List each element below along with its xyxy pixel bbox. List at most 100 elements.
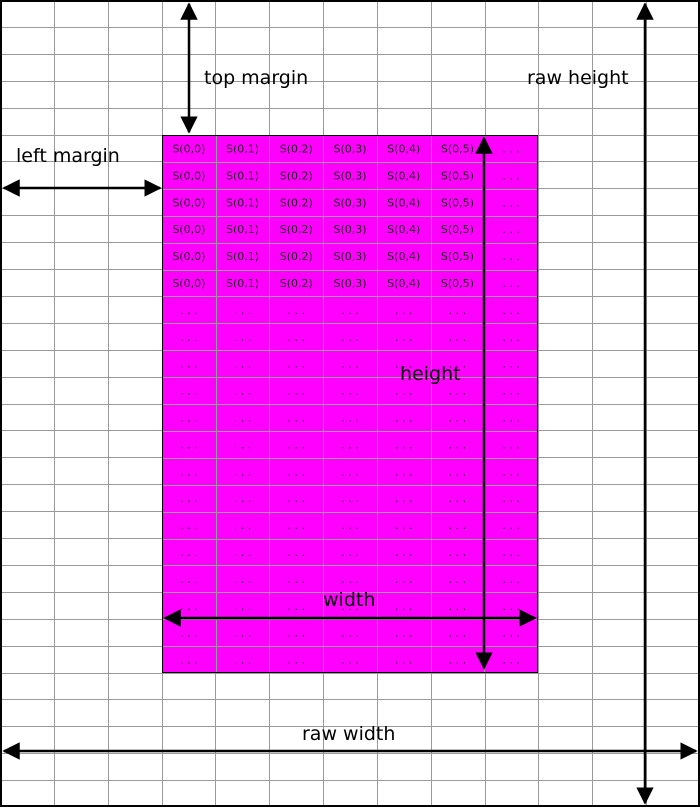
sensor-cell-label: . . . <box>395 573 412 586</box>
sensor-cell-label: . . . <box>502 331 519 344</box>
sensor-cell-label: S(0,1) <box>226 223 259 236</box>
sensor-cell-label: . . . <box>502 250 519 263</box>
sensor-cell-label: . . . <box>180 385 197 398</box>
sensor-cell-label: . . . <box>180 304 197 317</box>
sensor-cell-label: . . . <box>288 465 305 478</box>
sensor-cell-label: . . . <box>234 385 251 398</box>
sensor-cell-label: . . . <box>180 573 197 586</box>
sensor-cell-label: . . . <box>395 654 412 667</box>
sensor-cell-label: . . . <box>234 627 251 640</box>
sensor-cell-label: . . . <box>502 223 519 236</box>
sensor-cell-label: . . . <box>234 304 251 317</box>
sensor-cell-label: . . . <box>395 492 412 505</box>
sensor-cell-label: S(0,0) <box>172 169 205 182</box>
sensor-cell-label: S(0,3) <box>333 277 366 290</box>
sensor-cell-label: S(0,5) <box>441 196 474 209</box>
sensor-cell-label: . . . <box>341 627 358 640</box>
sensor-cell-label: . . . <box>288 438 305 451</box>
sensor-cell-label: . . . <box>234 411 251 424</box>
sensor-cell-label: . . . <box>180 627 197 640</box>
sensor-cell-label: S(0,3) <box>333 169 366 182</box>
sensor-cell-label: . . . <box>288 627 305 640</box>
sensor-cell-label: . . . <box>502 142 519 155</box>
sensor-cell-label: . . . <box>502 438 519 451</box>
sensor-cell-label: S(0,4) <box>387 223 420 236</box>
sensor-cell-label: . . . <box>502 627 519 640</box>
sensor-cell-label: . . . <box>449 600 466 613</box>
sensor-cell-label: S(0,5) <box>441 142 474 155</box>
sensor-cell-label: . . . <box>180 546 197 559</box>
sensor-cell-label: . . . <box>341 331 358 344</box>
sensor-cell-label: . . . <box>288 492 305 505</box>
sensor-cell-label: . . . <box>234 600 251 613</box>
sensor-cell-label: . . . <box>502 169 519 182</box>
sensor-cell-label: . . . <box>341 654 358 667</box>
raw-width-label: raw width <box>302 723 395 745</box>
sensor-cell-label: . . . <box>395 304 412 317</box>
sensor-cell-label: . . . <box>449 654 466 667</box>
sensor-cell-label: S(0,0) <box>172 277 205 290</box>
sensor-cell-label: . . . <box>395 546 412 559</box>
sensor-cell-label: S(0,5) <box>441 223 474 236</box>
sensor-cell-label: . . . <box>180 465 197 478</box>
sensor-cell-label: . . . <box>341 546 358 559</box>
sensor-cell-label: . . . <box>341 573 358 586</box>
sensor-cell-label: S(0,2) <box>280 196 313 209</box>
sensor-cell-label: . . . <box>234 438 251 451</box>
sensor-cell-label: . . . <box>341 411 358 424</box>
sensor-cell-label: S(0,3) <box>333 223 366 236</box>
sensor-cell-label: . . . <box>288 519 305 532</box>
sensor-cell-label: . . . <box>288 358 305 371</box>
sensor-cell-label: . . . <box>502 654 519 667</box>
sensor-cell-label: . . . <box>449 573 466 586</box>
sensor-cell-label: . . . <box>395 358 412 371</box>
sensor-cell-label: . . . <box>502 277 519 290</box>
sensor-cell-label: . . . <box>234 546 251 559</box>
sensor-cell-label: . . . <box>288 600 305 613</box>
sensor-cell-label: S(0,5) <box>441 250 474 263</box>
sensor-cell-label: S(0,0) <box>172 142 205 155</box>
sensor-cell-label: . . . <box>502 385 519 398</box>
sensor-cell-label: . . . <box>449 358 466 371</box>
sensor-cell-label: . . . <box>502 196 519 209</box>
sensor-cell-label: S(0,2) <box>280 223 313 236</box>
sensor-cell-label: S(0,0) <box>172 223 205 236</box>
sensor-cell-label: . . . <box>395 438 412 451</box>
sensor-cell-label: S(0,3) <box>333 142 366 155</box>
sensor-cell-label: . . . <box>180 492 197 505</box>
sensor-cell-label: . . . <box>502 492 519 505</box>
sensor-cell-label: S(0,2) <box>280 142 313 155</box>
sensor-cell-label: . . . <box>395 331 412 344</box>
sensor-cell-label: . . . <box>341 385 358 398</box>
sensor-cell-label: . . . <box>180 600 197 613</box>
sensor-cell-label: . . . <box>341 519 358 532</box>
sensor-cell-label: S(0,5) <box>441 277 474 290</box>
sensor-cell-label: . . . <box>449 438 466 451</box>
sensor-cell-label: . . . <box>395 600 412 613</box>
sensor-cell-label: . . . <box>180 519 197 532</box>
sensor-cell-label: S(0,2) <box>280 250 313 263</box>
sensor-cell-label: . . . <box>395 385 412 398</box>
sensor-cell-label: . . . <box>288 411 305 424</box>
top-margin-label: top margin <box>204 67 308 89</box>
sensor-cell-label: S(0,5) <box>441 169 474 182</box>
sensor-border <box>162 135 538 673</box>
height-label: height <box>400 363 461 385</box>
sensor-cell-label: . . . <box>234 519 251 532</box>
sensor-cell-label: . . . <box>502 411 519 424</box>
sensor-cell-label: . . . <box>502 465 519 478</box>
sensor-cell-label: . . . <box>449 304 466 317</box>
sensor-cell-label: . . . <box>502 573 519 586</box>
sensor-cell-label: . . . <box>449 331 466 344</box>
sensor-cell-label: . . . <box>234 654 251 667</box>
sensor-cell-label: . . . <box>449 546 466 559</box>
sensor-cell-label: . . . <box>449 519 466 532</box>
sensor-cell-label: . . . <box>341 304 358 317</box>
sensor-cell-label: S(0,2) <box>280 169 313 182</box>
sensor-cell-label: . . . <box>288 385 305 398</box>
sensor-cell-label: . . . <box>234 492 251 505</box>
sensor-cell-label: . . . <box>449 627 466 640</box>
sensor-cell-label: . . . <box>234 573 251 586</box>
